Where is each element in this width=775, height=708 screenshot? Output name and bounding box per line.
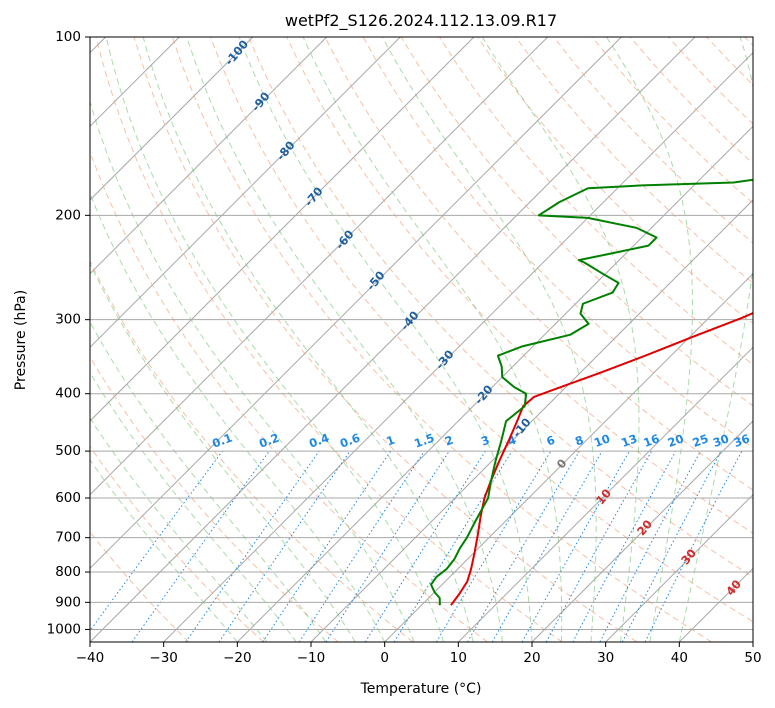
y-tick-label: 1000 <box>47 621 81 637</box>
mixing-ratio-label: 1.5 <box>412 431 436 451</box>
mixing-ratio-line <box>185 450 320 642</box>
mixing-ratio-label: 0.4 <box>307 431 331 451</box>
isotherm-line <box>90 37 401 349</box>
y-tick-label: 400 <box>55 386 81 402</box>
moist-adiabat-line <box>105 37 445 642</box>
mixing-ratio-label: 0.6 <box>338 431 362 451</box>
dry-adiabat-line <box>90 445 264 642</box>
isotherm-line <box>90 37 549 496</box>
dewpoint-profile-line <box>430 178 753 606</box>
moist-adiabat-line <box>606 37 693 642</box>
mixing-ratio-line <box>325 450 450 642</box>
isotherm-line <box>90 37 696 642</box>
isotherm-line <box>605 493 753 642</box>
moist-adiabat-line <box>90 192 386 642</box>
y-axis-ticks: 100 200 300 400 500 600 700 800 900 1000 <box>47 29 90 637</box>
moist-adiabat-line <box>90 99 415 642</box>
moist-adiabats <box>90 37 753 642</box>
x-tick-label: 30 <box>597 650 614 666</box>
isotherm-line <box>531 420 753 642</box>
x-tick-label: −30 <box>149 650 178 666</box>
isotherm-line <box>236 125 753 642</box>
moist-adiabat-line <box>381 37 597 642</box>
x-tick-label: 10 <box>450 650 467 666</box>
isotherm-grid <box>90 37 753 642</box>
isotherm-line <box>163 51 753 642</box>
moist-adiabat-line <box>678 37 753 642</box>
mixing-ratio-label: 10 <box>592 431 612 450</box>
mixing-ratio-line <box>90 450 223 632</box>
mixing-ratio-line <box>545 450 653 642</box>
dry-adiabat-line <box>133 37 638 642</box>
y-tick-label: 500 <box>55 443 81 459</box>
moist-adiabat-line <box>238 37 533 642</box>
moist-adiabat-line <box>302 37 563 642</box>
mixing-ratio-label: 25 <box>690 431 710 450</box>
y-tick-label: 900 <box>55 594 81 610</box>
isotherm-line <box>90 37 254 201</box>
plot-area: -100-90-80-70-60-50-40-30-20-10010203040… <box>90 37 753 642</box>
mixing-ratio-line <box>218 450 351 642</box>
dry-adiabat-line <box>95 37 563 642</box>
y-tick-label: 100 <box>55 29 81 45</box>
moist-adiabat-line <box>186 37 504 642</box>
mixing-ratio-line <box>298 450 425 642</box>
mixing-ratio-label: 0.2 <box>257 431 281 451</box>
x-tick-label: 40 <box>671 650 688 666</box>
dry-adiabat-line <box>515 37 753 284</box>
x-axis-ticks: −40 −30 −20 −10 0 10 20 30 40 50 <box>76 642 762 666</box>
mixing-ratio-label: 16 <box>642 431 662 450</box>
isotherm-line <box>90 37 475 422</box>
dry-adiabat-line <box>210 37 753 623</box>
chart-title: wetPf2_S126.2024.112.13.09.R17 <box>285 11 557 31</box>
mixing-ratio-lines <box>90 450 743 642</box>
plot-frame <box>89 36 754 643</box>
mixing-ratio-line <box>262 450 392 642</box>
x-tick-label: −20 <box>223 650 252 666</box>
isotherm-line <box>457 346 753 642</box>
isotherm-line <box>90 37 622 570</box>
dry-adiabat-line <box>324 37 753 491</box>
x-tick-label: 0 <box>380 650 389 666</box>
dry-adiabat-line <box>171 37 712 642</box>
dry-adiabat-line <box>90 259 414 642</box>
dry-adiabat-line <box>248 37 753 578</box>
y-tick-label: 300 <box>55 312 81 328</box>
mixing-ratio-label: 13 <box>619 431 639 450</box>
x-tick-label: −40 <box>76 650 105 666</box>
moist-adiabat-line <box>90 320 327 642</box>
dry-adiabat-line <box>90 356 339 642</box>
moist-adiabat-line <box>90 262 356 642</box>
mixing-ratio-label: 0.1 <box>210 431 234 451</box>
x-tick-label: 20 <box>523 650 540 666</box>
y-tick-label: 200 <box>55 207 81 223</box>
isotherm-line <box>90 37 328 275</box>
x-tick-label: 50 <box>744 650 761 666</box>
y-tick-label: 700 <box>55 530 81 546</box>
mixing-ratio-label: 20 <box>666 431 686 450</box>
isobar-grid <box>90 37 753 630</box>
y-tick-label: 800 <box>55 564 81 580</box>
x-axis-label: Temperature (°C) <box>360 681 482 697</box>
mixing-ratio-line <box>572 450 677 642</box>
mixing-ratio-line <box>521 450 630 642</box>
dry-adiabat-line <box>286 37 753 534</box>
x-tick-label: −10 <box>297 650 326 666</box>
mixing-ratio-line <box>131 450 270 642</box>
dry-adiabats <box>90 37 753 642</box>
moist-adiabat-line <box>142 37 474 642</box>
moist-adiabat-line <box>481 37 640 642</box>
temperature-profile-line <box>450 311 753 606</box>
y-tick-label: 600 <box>55 490 81 506</box>
mixing-ratio-label: 30 <box>711 431 731 450</box>
y-axis-label: Pressure (hPa) <box>13 290 29 390</box>
mixing-ratio-line <box>644 450 743 642</box>
profile-series <box>430 178 753 606</box>
mixing-ratio-label: 36 <box>732 431 752 450</box>
